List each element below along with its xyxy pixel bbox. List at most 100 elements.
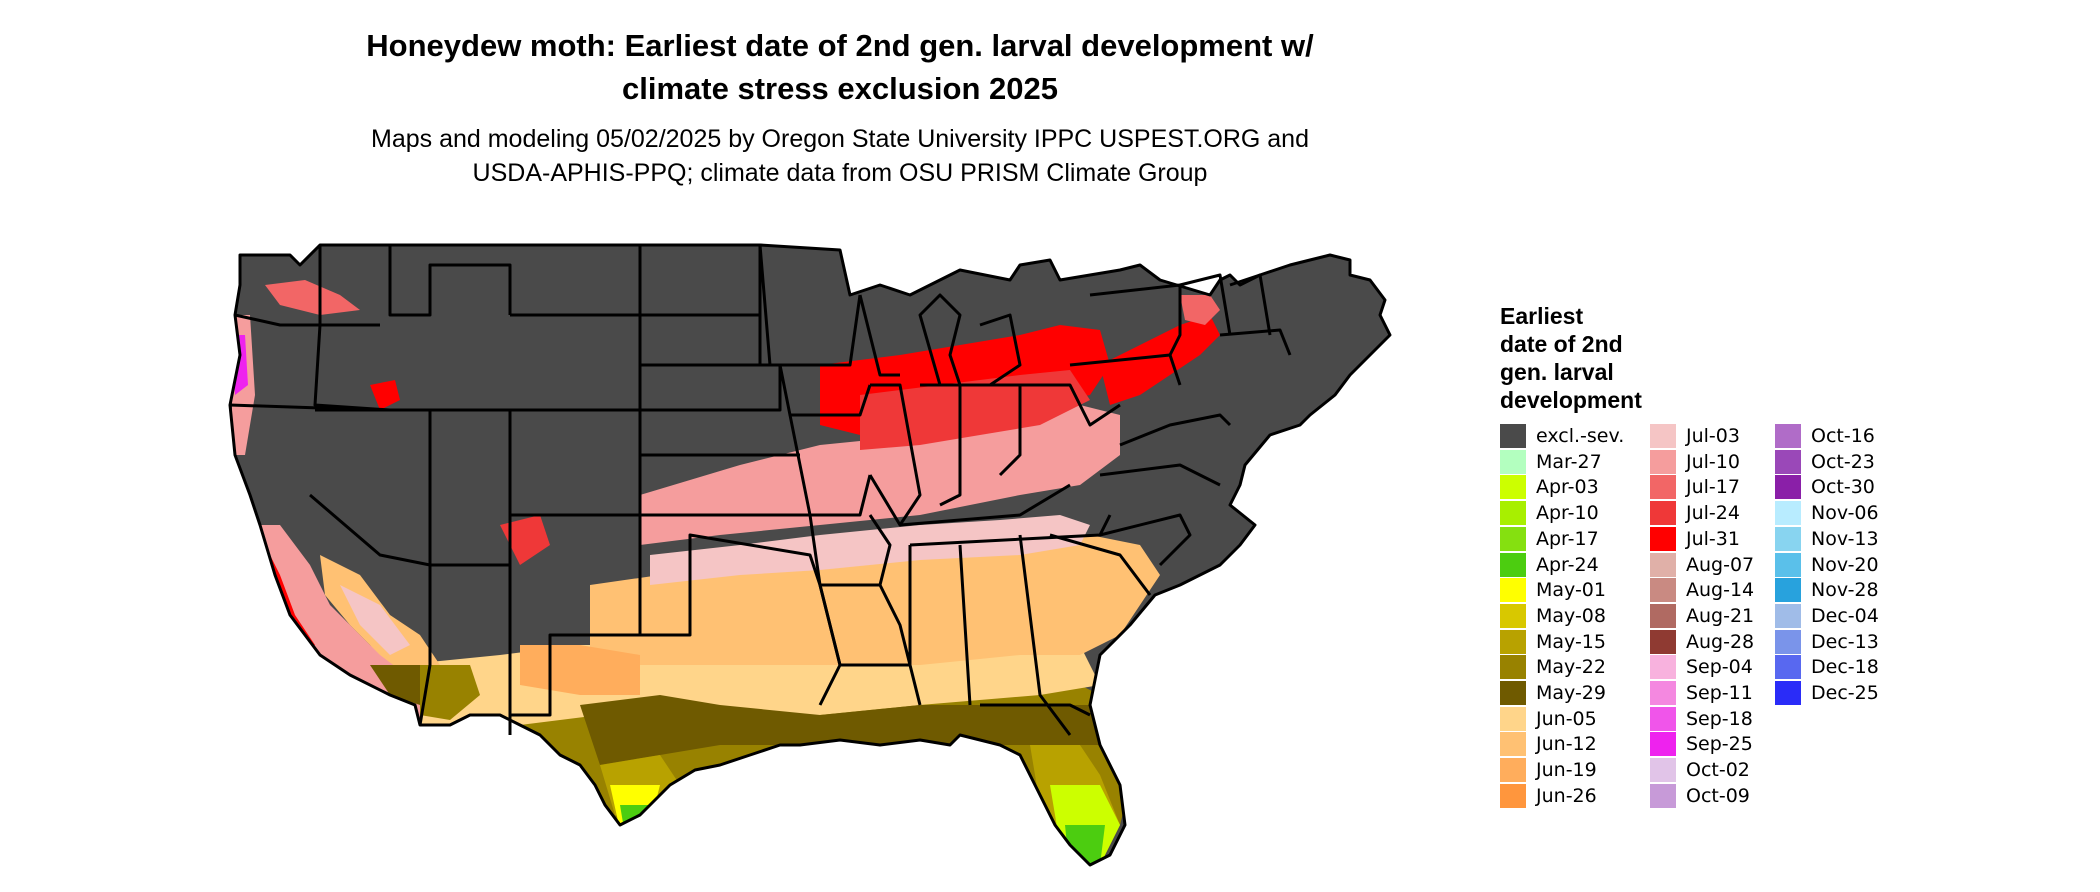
legend-label: Sep-11 bbox=[1686, 682, 1753, 704]
legend-item: Dec-13 bbox=[1775, 629, 1879, 654]
legend-label: Dec-25 bbox=[1811, 682, 1879, 704]
legend-item: Jun-26 bbox=[1500, 783, 1597, 808]
legend-label: Jun-05 bbox=[1536, 707, 1597, 730]
legend-label: Jun-26 bbox=[1536, 784, 1597, 807]
legend-swatch bbox=[1775, 629, 1801, 654]
legend-item: Jul-17 bbox=[1650, 475, 1740, 500]
map-title: Honeydew moth: Earliest date of 2nd gen.… bbox=[280, 24, 1400, 110]
legend-item: Jun-05 bbox=[1500, 706, 1597, 731]
us-map bbox=[228, 243, 1392, 867]
legend-item: May-29 bbox=[1500, 681, 1606, 705]
legend-label: May-01 bbox=[1536, 579, 1606, 602]
legend-label: Sep-04 bbox=[1686, 656, 1753, 679]
legend-item: Oct-02 bbox=[1650, 758, 1750, 783]
legend-swatch bbox=[1500, 424, 1526, 448]
legend-label: Apr-10 bbox=[1536, 502, 1599, 525]
legend-label: Apr-24 bbox=[1536, 553, 1599, 576]
legend-item: Jun-19 bbox=[1500, 758, 1597, 783]
legend-label: May-22 bbox=[1536, 656, 1606, 679]
legend-item: Oct-23 bbox=[1775, 449, 1875, 474]
legend-swatch bbox=[1500, 706, 1526, 731]
legend-label: Aug-07 bbox=[1686, 553, 1755, 576]
map-title-line-1: Honeydew moth: Earliest date of 2nd gen.… bbox=[366, 28, 1314, 63]
legend-item: May-01 bbox=[1500, 578, 1606, 603]
legend-label: Mar-27 bbox=[1536, 450, 1602, 473]
legend-label: Jul-03 bbox=[1686, 425, 1740, 447]
legend-swatch bbox=[1500, 629, 1526, 654]
legend-label: Oct-02 bbox=[1686, 759, 1750, 782]
legend-item: Dec-18 bbox=[1775, 655, 1879, 680]
legend-swatch bbox=[1650, 424, 1676, 448]
legend-item: Sep-25 bbox=[1650, 732, 1753, 757]
legend-label: excl.-sev. bbox=[1536, 425, 1625, 447]
legend-item: Aug-21 bbox=[1650, 603, 1755, 628]
legend-label: Jul-10 bbox=[1686, 450, 1740, 473]
legend-item: Jul-10 bbox=[1650, 449, 1740, 474]
legend-item: Sep-11 bbox=[1650, 681, 1753, 705]
legend-item: Oct-30 bbox=[1775, 475, 1875, 500]
legend-swatch bbox=[1775, 603, 1801, 628]
map-subtitle-line-2: USDA-APHIS-PPQ; climate data from OSU PR… bbox=[472, 159, 1208, 187]
legend-swatch bbox=[1500, 526, 1526, 551]
legend-swatch bbox=[1500, 758, 1526, 783]
legend-swatch bbox=[1500, 449, 1526, 474]
legend-swatch bbox=[1650, 681, 1676, 705]
map-title-line-2: climate stress exclusion 2025 bbox=[622, 71, 1058, 106]
legend-item: May-08 bbox=[1500, 603, 1606, 628]
legend-label: Apr-03 bbox=[1536, 476, 1599, 499]
legend-swatch bbox=[1650, 578, 1676, 603]
legend-label: Oct-23 bbox=[1811, 450, 1875, 473]
legend-label: Nov-20 bbox=[1811, 553, 1879, 576]
legend-item: Nov-06 bbox=[1775, 501, 1879, 526]
legend-label: Jul-24 bbox=[1686, 502, 1740, 525]
legend-label: Sep-25 bbox=[1686, 733, 1753, 756]
legend-label: Sep-18 bbox=[1686, 707, 1753, 730]
legend-item: Jun-12 bbox=[1500, 732, 1597, 757]
legend-item: Sep-04 bbox=[1650, 655, 1753, 680]
legend-label: Aug-28 bbox=[1686, 630, 1755, 653]
legend-item: Aug-28 bbox=[1650, 629, 1755, 654]
legend-swatch bbox=[1500, 501, 1526, 526]
legend-item: Jul-03 bbox=[1650, 424, 1740, 448]
legend-swatch bbox=[1500, 783, 1526, 808]
legend-label: Aug-21 bbox=[1686, 604, 1755, 627]
legend-label: May-29 bbox=[1536, 682, 1606, 704]
legend-label: Dec-04 bbox=[1811, 604, 1879, 627]
legend-swatch bbox=[1650, 526, 1676, 551]
legend-item: Apr-03 bbox=[1500, 475, 1599, 500]
legend-label: Oct-30 bbox=[1811, 476, 1875, 499]
legend-label: Oct-16 bbox=[1811, 425, 1875, 447]
legend-swatch bbox=[1500, 681, 1526, 705]
legend-item: excl.-sev. bbox=[1500, 424, 1624, 448]
legend-label: Oct-09 bbox=[1686, 784, 1750, 807]
legend-item: Mar-27 bbox=[1500, 449, 1602, 474]
legend-swatch bbox=[1775, 578, 1801, 603]
legend-swatch bbox=[1775, 475, 1801, 500]
legend-swatch bbox=[1500, 578, 1526, 603]
legend-item: May-22 bbox=[1500, 655, 1606, 680]
legend-item: Sep-18 bbox=[1650, 706, 1753, 731]
legend-swatch bbox=[1775, 681, 1801, 705]
legend-swatch bbox=[1650, 732, 1676, 757]
legend-swatch bbox=[1650, 783, 1676, 808]
legend-swatch bbox=[1650, 475, 1676, 500]
legend-label: Nov-28 bbox=[1811, 579, 1879, 602]
legend-item: Apr-17 bbox=[1500, 526, 1599, 551]
legend-label: May-15 bbox=[1536, 630, 1606, 653]
legend-title-line-2: date of 2nd bbox=[1500, 331, 1623, 357]
legend-swatch bbox=[1650, 706, 1676, 731]
legend-swatch bbox=[1650, 552, 1676, 577]
legend-swatch bbox=[1500, 552, 1526, 577]
legend-swatch bbox=[1775, 526, 1801, 551]
map-subtitle-line-1: Maps and modeling 05/02/2025 by Oregon S… bbox=[371, 125, 1309, 153]
legend-item: May-15 bbox=[1500, 629, 1606, 654]
legend-title-line-4: development bbox=[1500, 387, 1642, 413]
legend-swatch bbox=[1650, 758, 1676, 783]
legend-item: Dec-04 bbox=[1775, 603, 1879, 628]
legend-label: Jun-19 bbox=[1536, 759, 1597, 782]
legend-label: May-08 bbox=[1536, 604, 1606, 627]
legend-item: Nov-20 bbox=[1775, 552, 1879, 577]
legend-swatch bbox=[1775, 552, 1801, 577]
legend-item: Apr-10 bbox=[1500, 501, 1599, 526]
legend-item: Aug-07 bbox=[1650, 552, 1755, 577]
